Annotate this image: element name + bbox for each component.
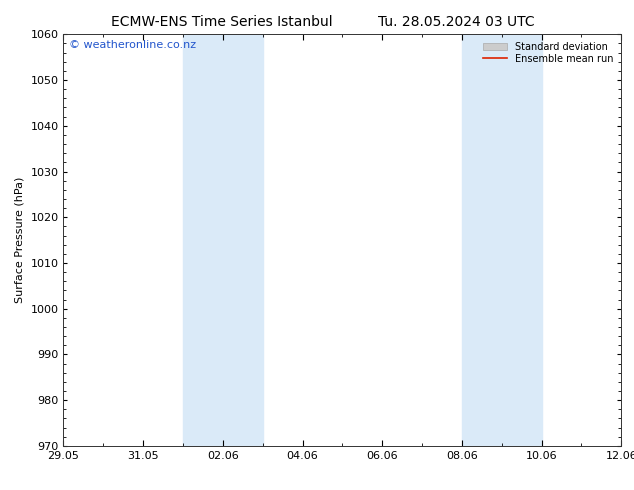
Text: © weatheronline.co.nz: © weatheronline.co.nz	[69, 41, 196, 50]
Legend: Standard deviation, Ensemble mean run: Standard deviation, Ensemble mean run	[480, 39, 616, 67]
Bar	[462, 34, 541, 446]
Text: Tu. 28.05.2024 03 UTC: Tu. 28.05.2024 03 UTC	[378, 15, 535, 29]
Text: ECMW-ENS Time Series Istanbul: ECMW-ENS Time Series Istanbul	[111, 15, 333, 29]
Bar	[183, 34, 262, 446]
Y-axis label: Surface Pressure (hPa): Surface Pressure (hPa)	[15, 177, 25, 303]
